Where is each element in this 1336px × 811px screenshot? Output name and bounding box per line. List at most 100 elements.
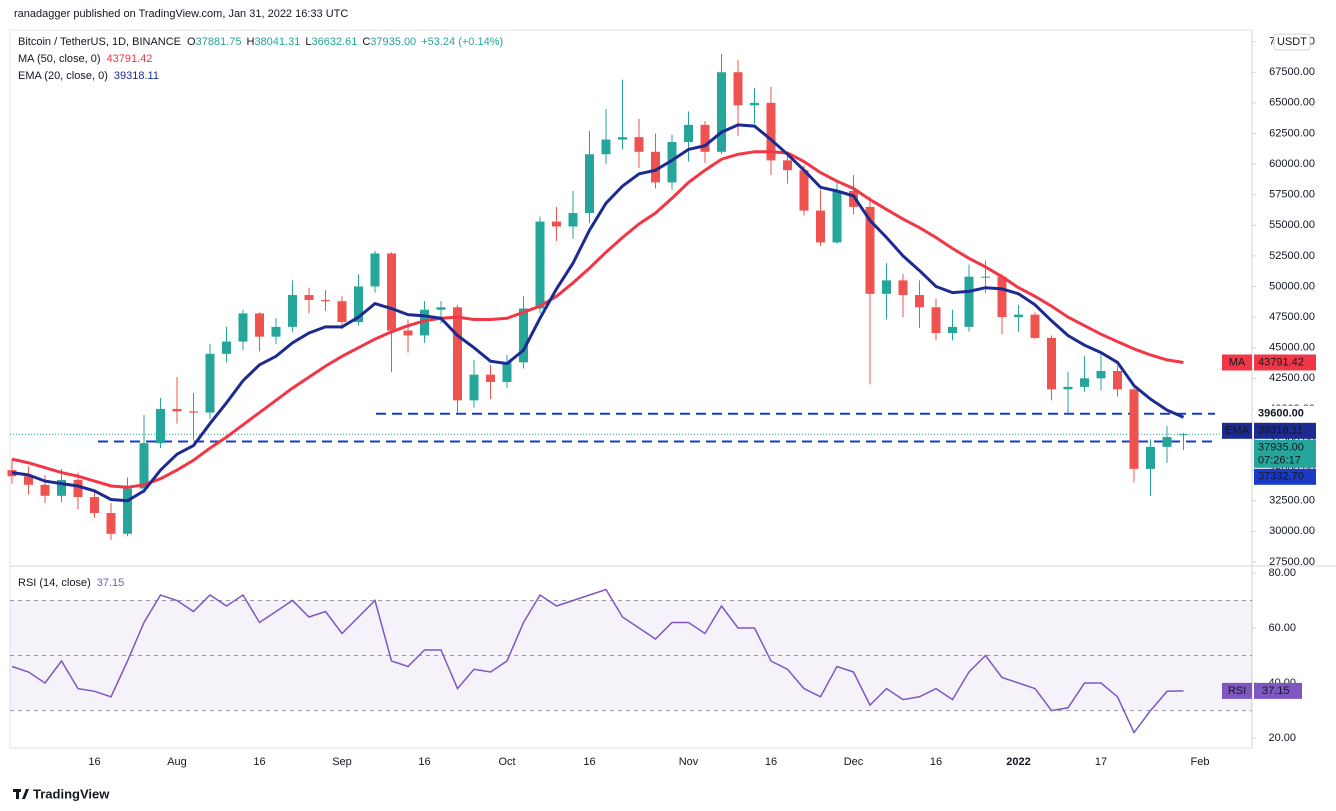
candle-body bbox=[57, 479, 66, 496]
y-tick-label: 50000.00 bbox=[1269, 280, 1315, 292]
candle-body bbox=[370, 253, 380, 287]
rsi-tick-label: 20.00 bbox=[1268, 732, 1296, 744]
candle-body bbox=[222, 341, 231, 354]
rsi-tag: RSI bbox=[1228, 685, 1246, 697]
y-tick-label: 30000.00 bbox=[1269, 525, 1315, 537]
candle-body bbox=[684, 124, 693, 143]
indicator-legend: EMA (20, close, 0) 39318.11 bbox=[18, 70, 159, 82]
candle-body bbox=[304, 295, 314, 300]
x-tick-label: Oct bbox=[498, 756, 515, 768]
price-label-box bbox=[1254, 354, 1316, 371]
x-tick-label: 16 bbox=[765, 756, 777, 768]
price-label: 43791.42 bbox=[1258, 356, 1304, 368]
candle-body bbox=[849, 190, 858, 207]
candle-body bbox=[948, 326, 957, 334]
candle-body bbox=[139, 443, 149, 489]
candle-body bbox=[24, 476, 33, 485]
candle-body bbox=[172, 408, 182, 412]
candle-body bbox=[40, 484, 50, 496]
candle-body bbox=[1162, 437, 1172, 447]
candle-body bbox=[403, 330, 413, 336]
y-tick-label: 45000.00 bbox=[1269, 342, 1315, 354]
rsi-label: 37.15 bbox=[1262, 685, 1290, 697]
series-tag-box bbox=[1222, 422, 1252, 439]
candle-body bbox=[189, 411, 198, 413]
candle-body bbox=[865, 206, 875, 294]
candle-body bbox=[1030, 314, 1040, 338]
candle-body bbox=[832, 190, 842, 243]
candle-body bbox=[700, 124, 710, 152]
candle-body bbox=[1179, 434, 1188, 436]
price-label-box bbox=[1254, 422, 1316, 439]
candle-body bbox=[585, 154, 594, 214]
indicator-line bbox=[11, 123, 1185, 503]
candle-body bbox=[750, 102, 759, 106]
legend-name: RSI (14, close) bbox=[18, 577, 91, 589]
candle-body bbox=[1014, 314, 1023, 318]
x-tick-label: Aug bbox=[167, 756, 187, 768]
series-tag: MA bbox=[1229, 356, 1246, 368]
y-tick-label: 60000.00 bbox=[1269, 158, 1315, 170]
ohlc-label: L bbox=[305, 36, 311, 48]
change: +53.24 (+0.14%) bbox=[421, 36, 503, 48]
legend-value: 43791.42 bbox=[107, 53, 153, 65]
indicator-line bbox=[11, 150, 1184, 489]
candle-body bbox=[618, 137, 627, 140]
candle-body bbox=[1113, 370, 1122, 390]
candle-body bbox=[816, 210, 825, 243]
x-tick-label: Dec bbox=[844, 756, 864, 768]
indicator-legend: MA (50, close, 0) 43791.42 bbox=[18, 53, 152, 65]
brand: TradingView bbox=[33, 786, 110, 801]
x-tick-label: 2022 bbox=[1006, 756, 1030, 768]
currency-box bbox=[1273, 33, 1311, 51]
candle-body bbox=[882, 280, 891, 294]
y-tick-label: 32500.00 bbox=[1269, 495, 1315, 507]
x-tick-label: Feb bbox=[1191, 756, 1210, 768]
candle-body bbox=[1063, 386, 1073, 390]
y-tick-label: 42500.00 bbox=[1269, 372, 1315, 384]
rsi-tag-box bbox=[1222, 682, 1252, 699]
y-tick-label: 55000.00 bbox=[1269, 219, 1315, 231]
candle-body bbox=[321, 299, 330, 302]
candle-body bbox=[931, 307, 941, 334]
candle-body bbox=[667, 142, 677, 183]
candle-body bbox=[205, 353, 215, 413]
candle-body bbox=[420, 309, 429, 336]
candle-body bbox=[552, 221, 561, 227]
ohlc-value: 37935.00 bbox=[370, 36, 416, 48]
x-tick-label: 17 bbox=[1095, 756, 1107, 768]
candle-body bbox=[354, 286, 363, 322]
ohlc-value: 38041.31 bbox=[254, 36, 300, 48]
price-label-box bbox=[1254, 468, 1316, 485]
candle-body bbox=[733, 72, 743, 106]
candle-body bbox=[90, 497, 99, 513]
rsi-label-box bbox=[1254, 682, 1302, 699]
candle-body bbox=[568, 213, 578, 227]
brand-logo bbox=[13, 789, 29, 799]
ohlc-label: H bbox=[246, 36, 254, 48]
symbol: Bitcoin / TetherUS, 1D, BINANCE bbox=[18, 36, 181, 48]
candle-body bbox=[651, 151, 660, 183]
price-label-box bbox=[1254, 405, 1316, 422]
candle-body bbox=[255, 313, 264, 337]
candle-body bbox=[387, 253, 396, 331]
candle-body bbox=[469, 374, 479, 401]
candle-body bbox=[106, 512, 116, 534]
candle-body bbox=[634, 137, 644, 152]
price-label-box bbox=[1254, 439, 1316, 468]
candle-body bbox=[717, 72, 726, 152]
candle-body bbox=[981, 276, 990, 278]
ohlc-label: O bbox=[187, 36, 196, 48]
candle-body bbox=[123, 488, 132, 534]
rsi-tick-label: 60.00 bbox=[1268, 622, 1296, 634]
rsi-tick-label: 80.00 bbox=[1268, 567, 1296, 579]
candle-body bbox=[1129, 389, 1139, 469]
y-tick-label: 52500.00 bbox=[1269, 250, 1315, 262]
candle-body bbox=[337, 301, 347, 322]
candle-body bbox=[288, 295, 297, 327]
x-tick-label: 16 bbox=[418, 756, 430, 768]
y-tick-label: 27500.00 bbox=[1269, 556, 1315, 568]
candle-body bbox=[601, 139, 611, 155]
